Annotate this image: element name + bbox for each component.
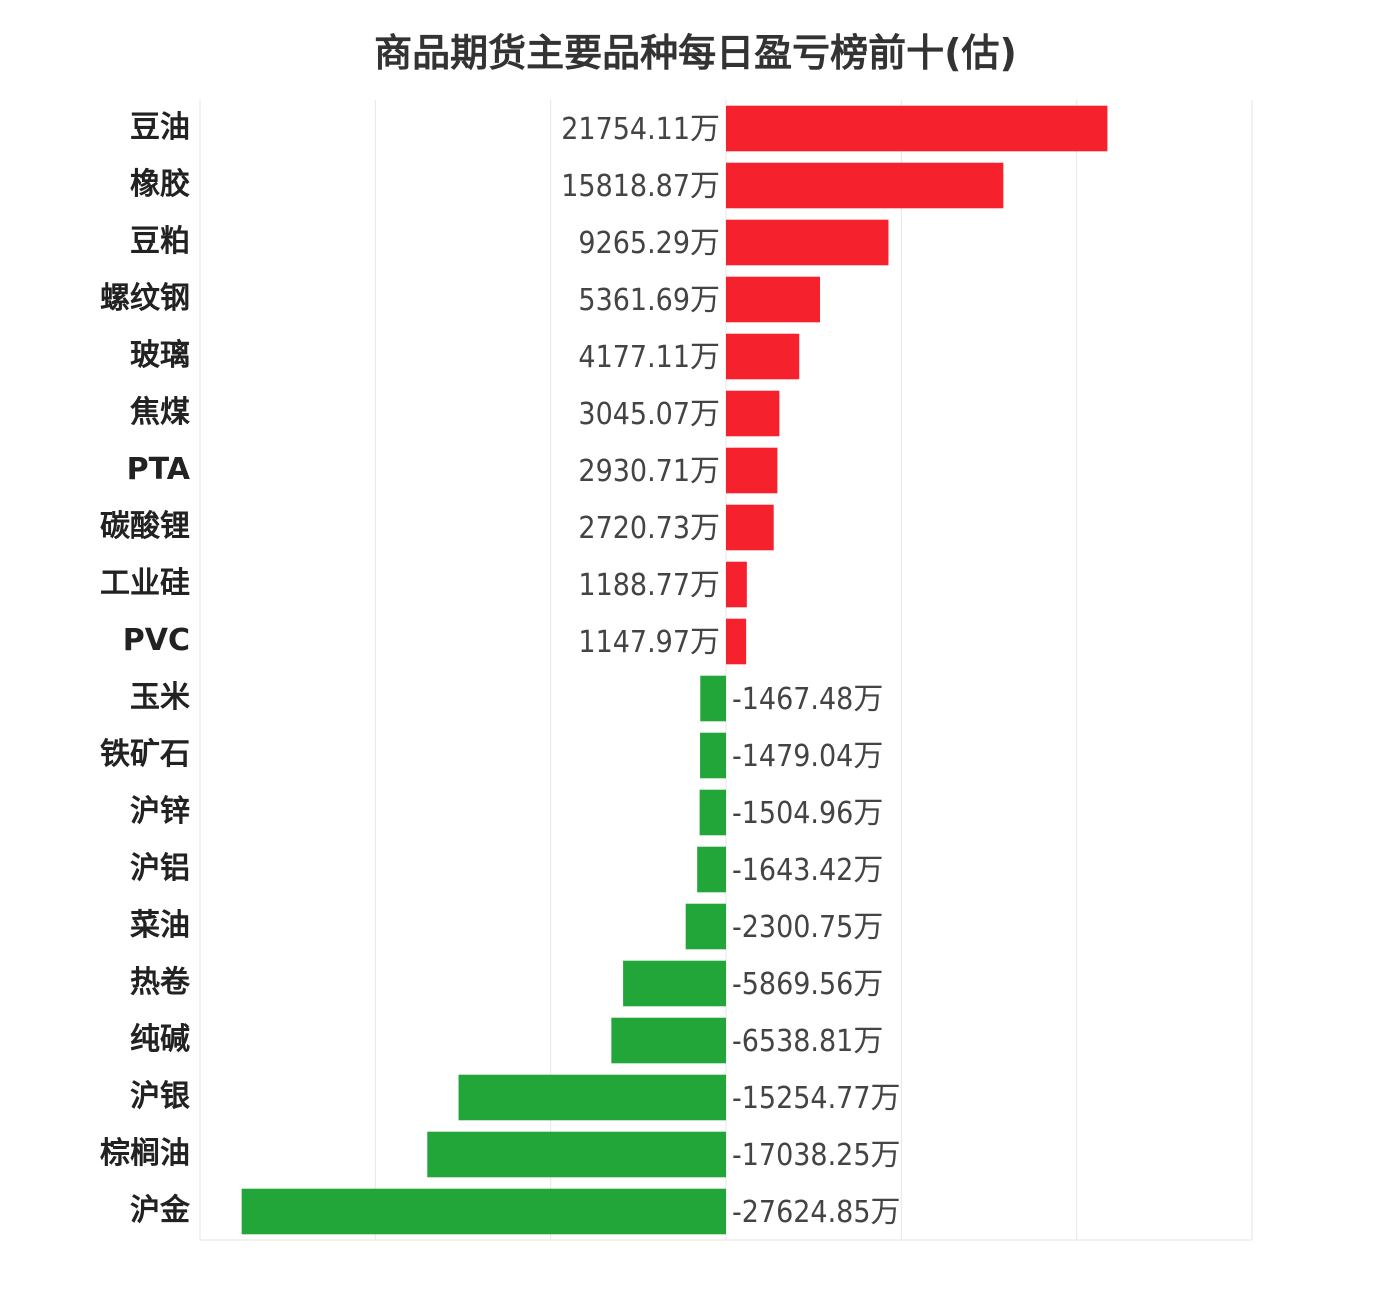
bar [458,1074,726,1121]
bar [700,675,726,722]
bar [726,276,821,323]
value-label: -27624.85万 [732,1195,901,1230]
value-label: -2300.75万 [732,910,883,945]
category-label: 橡胶 [130,167,190,202]
value-label: -17038.25万 [732,1138,901,1173]
category-label: 玻璃 [130,338,190,373]
bar [700,732,726,779]
bar [699,789,726,836]
bar [726,219,889,266]
bar [726,561,747,608]
category-label: 沪锌 [130,794,190,829]
bar [726,504,774,551]
category-label: 碳酸锂 [100,509,190,544]
bar [241,1188,727,1235]
bar [427,1131,726,1178]
value-label: 2930.71万 [578,454,720,489]
value-label: -5869.56万 [732,967,883,1002]
grid-lines [199,100,1253,1241]
value-label: -1479.04万 [732,739,883,774]
bar [726,333,800,380]
value-label: 9265.29万 [578,226,720,261]
value-label: 1147.97万 [578,625,720,660]
value-label: -1504.96万 [732,796,883,831]
bar [726,162,1004,209]
category-label: 沪铝 [130,851,190,886]
category-label: 热卷 [130,965,191,1000]
category-label: 铁矿石 [100,737,190,772]
bar [611,1017,726,1064]
bar [697,846,726,893]
category-label: PTA [127,452,191,487]
category-label: 纯碱 [130,1022,190,1057]
category-label: 豆粕 [130,224,190,259]
category-label: 豆油 [130,110,190,145]
category-label: 沪金 [130,1193,191,1228]
bar [685,903,726,950]
category-label: 菜油 [130,908,190,943]
value-label: -1643.42万 [732,853,883,888]
bar [726,618,747,665]
value-label: 3045.07万 [578,397,720,432]
value-label: 15818.87万 [561,169,720,204]
value-label: -6538.81万 [732,1024,883,1059]
category-label: PVC [123,623,190,658]
bar [726,447,778,494]
category-label: 沪银 [130,1079,190,1114]
value-label: 4177.11万 [578,340,720,375]
category-label: 螺纹钢 [100,281,190,316]
category-label: 焦煤 [130,395,190,430]
value-label: 21754.11万 [561,112,720,147]
value-label: 2720.73万 [578,511,720,546]
category-label: 工业硅 [100,566,190,601]
value-label: -15254.77万 [732,1081,901,1116]
chart-title: 商品期货主要品种每日盈亏榜前十(估) [374,31,1017,75]
bar [623,960,726,1007]
category-label: 棕榈油 [100,1136,190,1171]
category-label: 玉米 [130,680,190,715]
value-label: 1188.77万 [578,568,720,603]
bar [726,105,1108,152]
value-label: -1467.48万 [732,682,883,717]
value-label: 5361.69万 [578,283,720,318]
bars [241,105,1108,1235]
bar [726,390,780,437]
